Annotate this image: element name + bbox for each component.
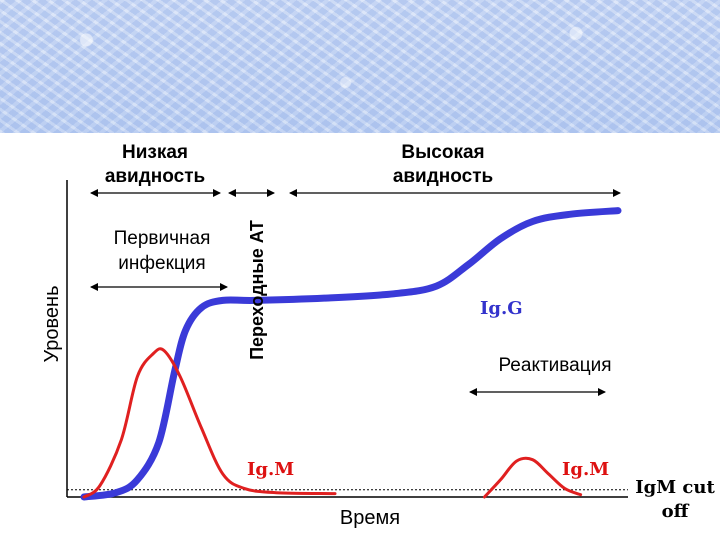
igm-cutoff-label-line2: off bbox=[662, 501, 690, 522]
igg-series-line bbox=[80, 207, 622, 501]
igm-reactivation-label: Ig.M bbox=[562, 459, 609, 480]
y-axis-label: Уровень bbox=[41, 285, 63, 362]
igm-primary-label: Ig.M bbox=[247, 459, 294, 480]
low-avidity-label-line1: Низкая bbox=[122, 142, 188, 163]
decorative-banner bbox=[0, 0, 720, 133]
low-avidity-label-line2: авидность bbox=[105, 166, 205, 187]
igm-primary-series-line bbox=[82, 347, 337, 499]
igm-cutoff-label-line1: IgM cut bbox=[635, 477, 715, 498]
igm-reactivation-series-line bbox=[483, 456, 583, 499]
primary-infection-label-line2: инфекция bbox=[118, 253, 205, 274]
high-avidity-label-line1: Высокая bbox=[401, 142, 484, 163]
transitional-antibodies-label: Переходные АТ bbox=[247, 220, 267, 360]
igg-label: Ig.G bbox=[480, 298, 523, 319]
x-axis-label: Время bbox=[340, 507, 400, 529]
primary-infection-label-line1: Первичная bbox=[114, 228, 211, 249]
reactivation-label: Реактивация bbox=[498, 355, 611, 376]
high-avidity-label-line2: авидность bbox=[393, 166, 493, 187]
